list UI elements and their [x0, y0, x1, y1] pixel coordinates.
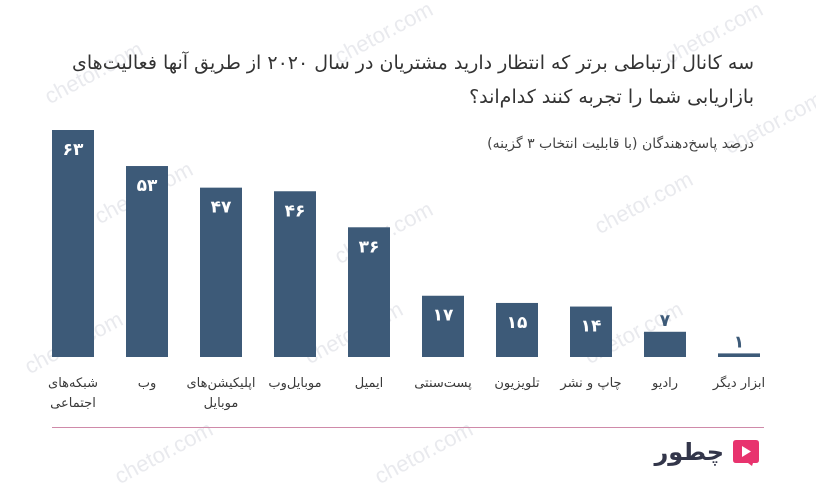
category-label: اپلیکیشن‌های	[186, 376, 255, 391]
bar	[348, 227, 390, 357]
bar-value-label: ۱۵	[507, 313, 528, 333]
bar-group: ۱۴ چاپ و نشر	[559, 306, 622, 391]
bar-group: ۱ ابزار دیگر	[712, 332, 765, 391]
bar	[422, 295, 464, 357]
bar-value-label: ۱۷	[433, 306, 454, 326]
category-label: پست‌سنتی	[414, 376, 472, 391]
bar-value-label: ۷	[660, 311, 671, 331]
bar-group: ۱۵ تلویزیون	[494, 302, 540, 391]
category-label: شبکه‌های	[48, 376, 98, 391]
bar-group: ۶۳ شبکه‌های اجتماعی	[48, 130, 98, 411]
chart-title: سه کانال ارتباطی برتر که انتظار دارید مش…	[72, 52, 754, 108]
bar-value-label: ۶۳	[63, 140, 84, 160]
category-label: ابزار دیگر	[712, 375, 765, 391]
bar-group: ۳۶ ایمیل	[348, 227, 390, 391]
footer-divider	[52, 427, 764, 428]
bar-group: ۱۷ پست‌سنتی	[414, 295, 472, 391]
brand: چطور	[654, 438, 760, 466]
bar-group: ۴۷ اپلیکیشن‌های موبایل	[186, 187, 256, 411]
category-label: تلویزیون	[494, 376, 540, 391]
bar-value-label: ۱	[734, 332, 744, 352]
chart-subtitle: درصد پاسخ‌دهندگان (با قابلیت انتخاب ۳ گز…	[487, 136, 754, 152]
bar-group: ۷ رادیو	[644, 311, 686, 391]
brand-name: چطور	[654, 438, 724, 466]
bar	[718, 353, 760, 357]
bar-value-label: ۴۷	[211, 198, 232, 218]
category-label: رادیو	[651, 376, 678, 391]
category-label: چاپ و نشر	[559, 376, 621, 391]
bar-value-label: ۱۴	[581, 317, 602, 337]
category-label: موبایل	[204, 396, 239, 411]
bar-value-label: ۴۶	[285, 201, 306, 221]
bar-value-label: ۵۳	[137, 176, 158, 196]
bar	[52, 130, 94, 357]
play-triangle-icon	[733, 440, 759, 466]
category-label: موبایل‌وب	[268, 376, 321, 391]
category-label: اجتماعی	[50, 396, 96, 411]
bar-group: ۴۶ موبایل‌وب	[268, 191, 322, 391]
category-label: وب	[138, 376, 157, 391]
bar	[644, 331, 686, 357]
bar	[200, 187, 242, 357]
bar-group: ۵۳ وب	[126, 166, 168, 391]
bar	[126, 166, 168, 357]
bar	[274, 191, 316, 357]
bar-chart: ۶۳ شبکه‌های اجتماعی ۵۳ وب ۴۷ اپلیکیشن‌های موبای…	[48, 130, 765, 411]
bar	[496, 302, 538, 357]
bar-value-label: ۳۶	[359, 237, 380, 257]
bar	[570, 306, 612, 357]
category-label: ایمیل	[355, 376, 384, 391]
